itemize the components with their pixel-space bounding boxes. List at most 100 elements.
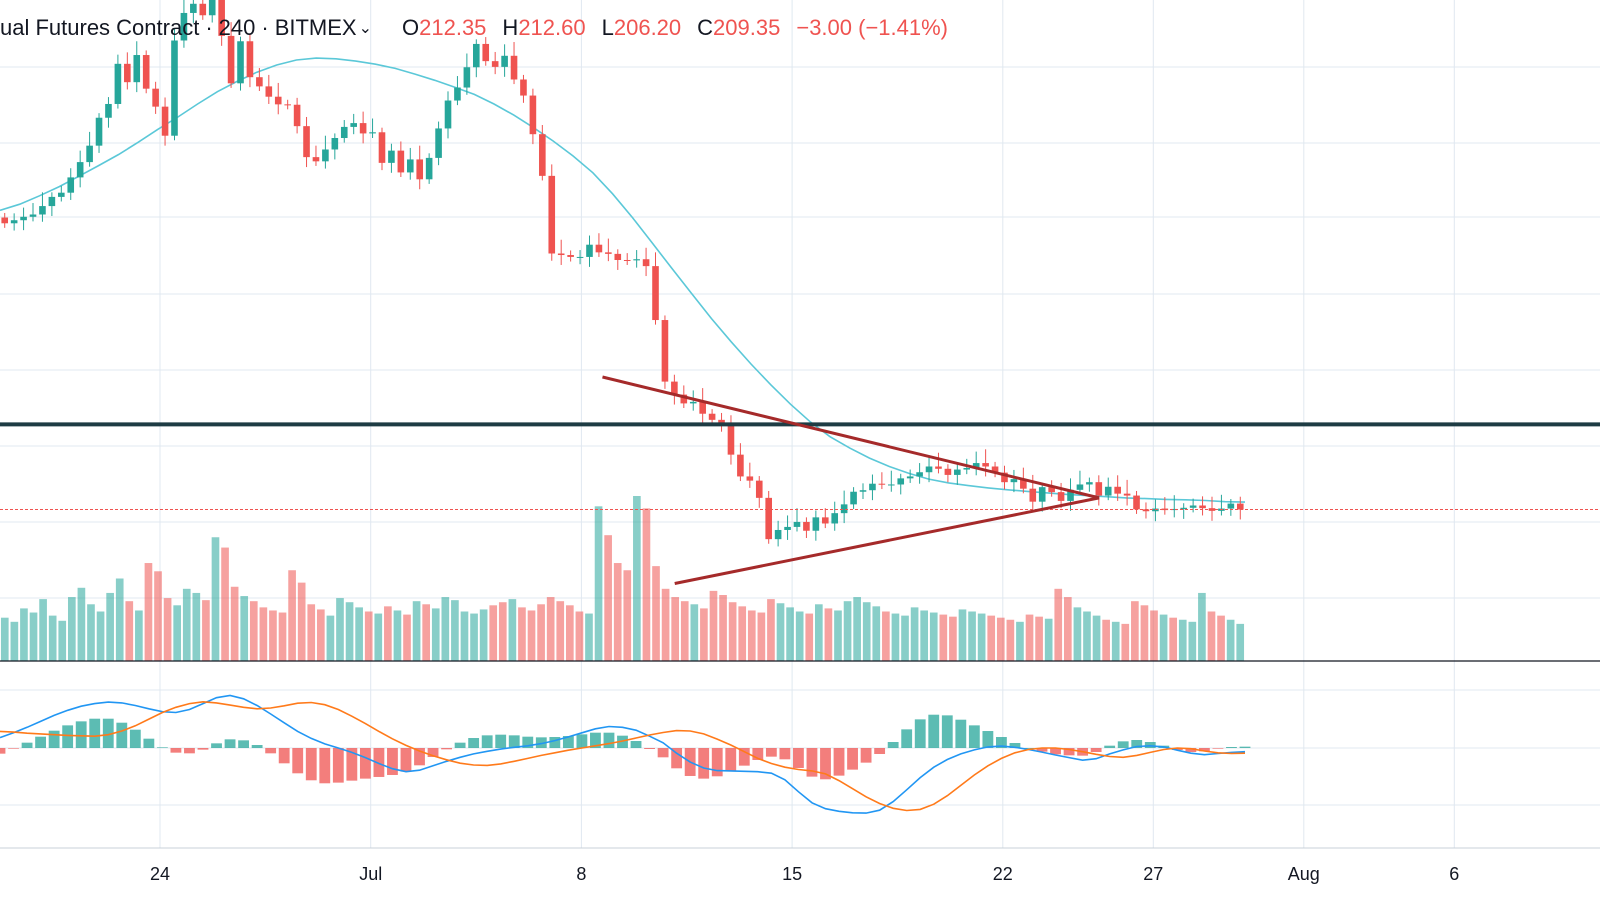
volume-bar: [910, 607, 919, 661]
volume-bar: [1016, 621, 1024, 661]
macd-histogram-bar: [359, 748, 371, 779]
macd-histogram-bar: [901, 729, 913, 748]
candle-body: [218, 0, 225, 36]
volume-bar: [249, 601, 258, 661]
volume-bar: [1140, 605, 1149, 661]
volume-bar: [671, 597, 680, 661]
candle-body: [869, 483, 876, 491]
macd-histogram-bar: [793, 748, 804, 768]
macd-histogram-bar: [251, 745, 263, 748]
candle-body: [265, 86, 273, 97]
high-label: H: [502, 15, 519, 40]
candle-body: [1010, 479, 1018, 483]
volume-bar: [939, 614, 948, 661]
volume-bar: [192, 592, 201, 661]
candle-body: [397, 150, 405, 173]
volume-bar: [10, 621, 19, 661]
volume-bar: [67, 597, 76, 661]
candle-body: [86, 145, 93, 163]
volume-bars: [0, 496, 1245, 661]
volume-bar: [316, 609, 325, 661]
macd-histogram-bar: [549, 737, 561, 748]
candle-body: [652, 266, 659, 321]
candle-body: [557, 253, 565, 256]
candle-body: [1, 217, 9, 224]
volume-bar: [1035, 616, 1043, 661]
candle-body: [793, 521, 801, 527]
candle-body: [765, 497, 772, 540]
macd-histogram: [0, 714, 1251, 784]
macd-histogram-bar: [1023, 748, 1034, 749]
volume-bar: [422, 604, 431, 661]
volume-bar: [1006, 619, 1015, 661]
volume-bar: [1226, 619, 1235, 661]
interval-label[interactable]: 240: [218, 15, 256, 40]
macd-histogram-bar: [779, 748, 791, 760]
candle-body: [1095, 482, 1103, 496]
chevron-down-icon[interactable]: ⌄: [358, 20, 372, 37]
volume-bar: [240, 596, 249, 661]
x-tick-label: 15: [782, 864, 802, 884]
macd-histogram-bar: [996, 737, 1007, 748]
volume-bar: [585, 613, 593, 661]
price-candles: [1, 0, 1244, 547]
volume-bar: [1236, 623, 1245, 661]
x-tick-label: 24: [150, 864, 170, 884]
candle-body: [340, 126, 348, 139]
volume-bar: [20, 608, 28, 661]
candle-body: [133, 55, 141, 83]
candle-body: [171, 40, 178, 136]
candle-body: [246, 41, 254, 78]
candle-body: [510, 55, 518, 80]
macd-histogram-bar: [224, 739, 236, 748]
volume-bar: [757, 612, 766, 661]
macd-histogram-bar: [414, 748, 425, 766]
candle-body: [821, 517, 829, 524]
macd-histogram-bar: [387, 748, 398, 775]
macd-histogram-bar: [644, 748, 655, 749]
volume-bar: [364, 611, 373, 661]
x-axis-ticks: 24 Jul 8 15 22 27 Aug 6: [150, 864, 1459, 884]
volume-bar: [1054, 588, 1063, 661]
macd-histogram-bar: [671, 748, 683, 769]
macd-histogram-bar: [481, 735, 493, 748]
candle-body: [312, 157, 320, 162]
macd-histogram-bar: [1050, 748, 1061, 755]
volume-bar: [747, 610, 756, 661]
candle-body: [284, 104, 291, 106]
macd-histogram-bar: [143, 738, 155, 748]
macd-histogram-bar: [427, 748, 439, 757]
ohlc-low: L206.20: [602, 15, 682, 41]
separator-dot: ·: [205, 15, 213, 40]
volume-bar: [77, 587, 86, 661]
candle-body: [58, 192, 65, 197]
macd-histogram-bar: [914, 719, 926, 748]
volume-bar: [575, 611, 584, 661]
volume-bar: [1178, 619, 1187, 661]
macd-histogram-bar: [955, 719, 967, 748]
volume-bar: [1198, 592, 1206, 661]
macd-histogram-bar: [657, 748, 669, 758]
open-value: 212.35: [419, 15, 487, 40]
candle-body: [199, 3, 207, 16]
volume-bar: [623, 570, 632, 661]
candle-body: [1133, 495, 1140, 510]
macd-histogram-bar: [1036, 748, 1048, 752]
candle-body: [661, 320, 669, 382]
symbol-name[interactable]: ual Futures Contract: [0, 15, 200, 40]
volume-bar: [843, 601, 852, 661]
candle-body: [1104, 486, 1112, 496]
ohlc-open: O212.35: [402, 15, 486, 41]
candle-body: [916, 472, 923, 477]
macd-histogram-bar: [725, 748, 737, 772]
volume-bar: [144, 563, 153, 661]
exchange-label[interactable]: BITMEX: [274, 15, 357, 40]
candle-body: [237, 41, 244, 84]
macd-histogram-bar: [833, 748, 845, 776]
macd-histogram-bar: [170, 748, 182, 753]
volume-bar: [776, 603, 785, 661]
volume-bar: [470, 613, 478, 661]
volume-bar: [1063, 597, 1072, 661]
candle-body: [29, 214, 37, 217]
macd-histogram-bar: [603, 732, 615, 748]
